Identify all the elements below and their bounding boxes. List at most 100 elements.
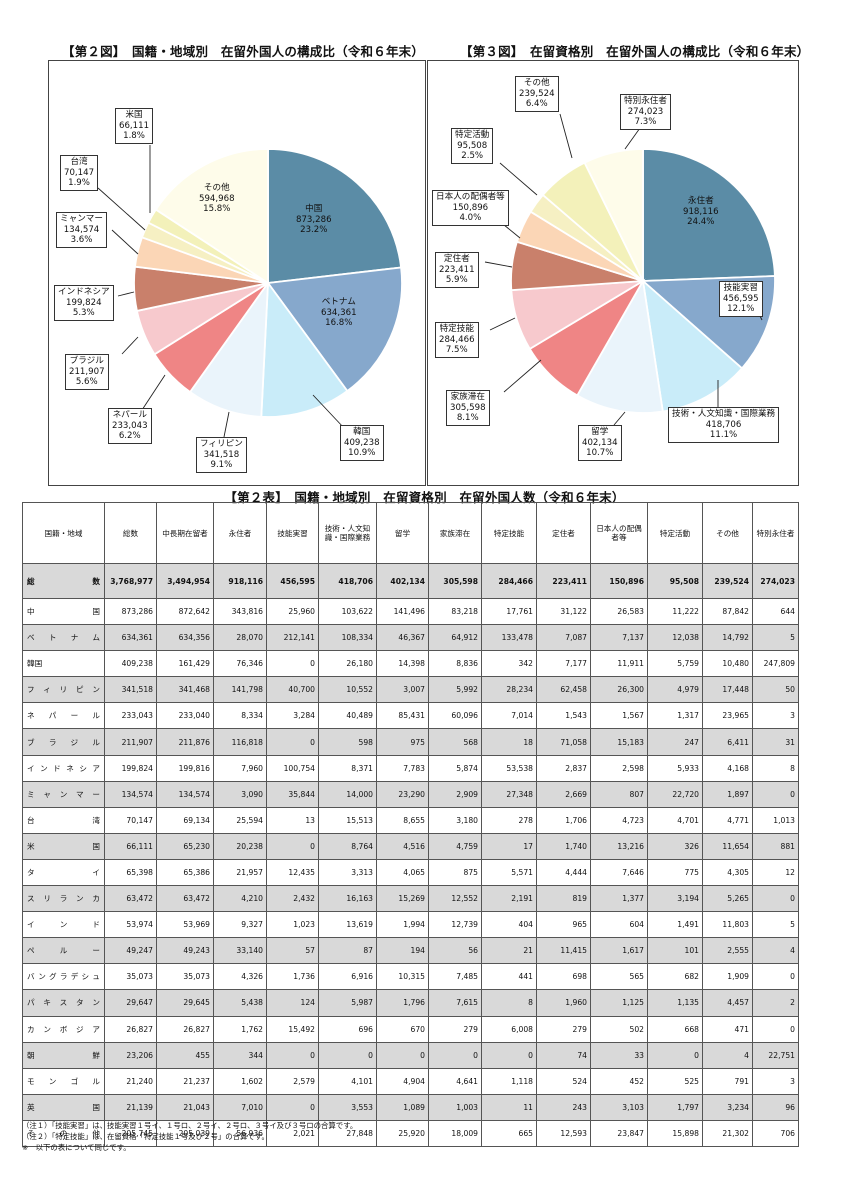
chart2-label-4-pct: 6.2% <box>118 431 141 442</box>
table-cell: 12,739 <box>428 911 482 939</box>
table-cell: 33,140 <box>213 937 267 965</box>
table-cell: 29,647 <box>104 989 157 1017</box>
table-cell: 40,700 <box>266 676 319 704</box>
chart3-label-2-value: 418,706 <box>705 419 742 430</box>
table-row: ミャンマー 134,574 134,574 3,090 35,844 14,000 23,2… <box>22 780 799 808</box>
table-cell: 53,974 <box>104 911 157 939</box>
table-cell: 150,896 <box>590 563 648 599</box>
table-row-name: ミャンマー <box>22 780 105 808</box>
table-row-name: インド <box>22 911 105 939</box>
table-row-name: ネパール <box>22 702 105 730</box>
table-cell: 11,654 <box>702 832 753 860</box>
table-cell: 1,909 <box>702 963 753 991</box>
chart3-label-1-value: 456,595 <box>723 293 759 304</box>
table-cell: 71,058 <box>536 728 591 756</box>
chart3-slice-3 <box>576 278 664 414</box>
chart2-label-2: 韓国 409,238 10.9% <box>340 425 384 461</box>
table-cell: 456,595 <box>266 563 319 599</box>
table-cell: 0 <box>376 1041 429 1069</box>
table-cell: 6,916 <box>318 963 377 991</box>
table-cell: 5,438 <box>213 989 267 1017</box>
table-cell: 7,137 <box>590 624 648 652</box>
table-cell: 28,234 <box>481 676 537 704</box>
table-cell: 21,240 <box>104 1067 157 1095</box>
table-cell: 133,478 <box>481 624 537 652</box>
table-cell: 4,516 <box>376 832 429 860</box>
table-cell: 21,139 <box>104 1093 157 1121</box>
table-cell: 644 <box>752 597 799 626</box>
table-cell: 0 <box>428 1041 482 1069</box>
table-cell: 791 <box>702 1067 753 1095</box>
table-cell: 161,429 <box>156 650 214 678</box>
table-cell: 49,247 <box>104 937 157 965</box>
table-cell: 65,398 <box>104 858 157 887</box>
table-cell: 22,720 <box>647 780 703 808</box>
table-cell: 63,472 <box>156 885 214 913</box>
table-cell: 698 <box>536 963 591 991</box>
chart2-label-3-value: 341,518 <box>203 449 240 460</box>
table-cell: 0 <box>266 1041 319 1069</box>
chart3-label-3-value: 402,134 <box>582 437 618 448</box>
table-cell: 1,125 <box>590 989 648 1017</box>
table-row: バングラデシュ 35,073 35,073 4,326 1,736 6,916 10,315… <box>22 963 799 991</box>
table-cell: 4,168 <box>702 754 753 782</box>
table-cell: 0 <box>647 1041 703 1069</box>
table-cell: 2,669 <box>536 780 591 808</box>
table-row-name: タ イ <box>22 858 105 887</box>
table-row: 中 国 873,286 872,642 343,816 25,960 103,622 141… <box>22 597 799 626</box>
table-cell: 8,655 <box>376 806 429 834</box>
chart3-label-7-value: 150,896 <box>452 202 489 213</box>
table-row-name: 台 湾 <box>22 806 105 834</box>
table-cell: 1,602 <box>213 1067 267 1095</box>
table-cell: 26,180 <box>318 650 377 678</box>
chart2-label-10-value: 594,968 <box>199 193 235 204</box>
table-cell: 70,147 <box>104 806 157 834</box>
table-cell: 568 <box>428 728 482 756</box>
chart3-label-10-label: 特別永住者 <box>624 96 667 106</box>
table-row: モンゴル 21,240 21,237 1,602 2,579 4,101 4,904 4,64… <box>22 1067 799 1095</box>
table-cell: 233,043 <box>104 702 157 730</box>
chart3-label-10: 特別永住者 274,023 7.3% <box>620 94 671 130</box>
chart3-label-4-value: 305,598 <box>450 402 486 413</box>
table-cell: 342 <box>481 650 537 678</box>
chart2-label-6-pct: 5.3% <box>72 308 95 319</box>
table-header-cell: 家族滞在 <box>428 502 482 564</box>
table-header-cell: 特定技能 <box>481 502 537 564</box>
table-cell: 4,771 <box>702 806 753 834</box>
chart2-label-0: 中国 873,286 23.2% <box>293 203 335 237</box>
table-cell: 8 <box>752 754 799 782</box>
table-header-cell: 定住者 <box>536 502 591 564</box>
table-header-cell: 日本人の配偶者等 <box>590 502 648 564</box>
chart2-label-0-value: 873,286 <box>296 214 332 225</box>
table-cell: 4,701 <box>647 806 703 834</box>
chart3-label-0-label: 永住者 <box>687 196 714 206</box>
chart2-label-0-label: 中国 <box>305 204 323 214</box>
table-cell: 141,798 <box>213 676 267 704</box>
table-cell: 2,191 <box>481 885 537 913</box>
chart3-leader-line-4 <box>503 359 542 393</box>
table-cell: 25,920 <box>376 1119 429 1147</box>
table-cell: 5 <box>752 911 799 939</box>
table-cell: 1,023 <box>266 911 319 939</box>
chart2-label-10: その他 594,968 15.8% <box>196 182 238 216</box>
table-cell: 682 <box>647 963 703 991</box>
chart2-label-4: ネパール 233,043 6.2% <box>108 408 152 444</box>
table-cell: 46,367 <box>376 624 429 652</box>
chart3-label-9: その他 239,524 6.4% <box>515 76 559 112</box>
table-cell: 3,494,954 <box>156 563 214 599</box>
chart3-label-3-label: 留学 <box>591 427 609 437</box>
table-cell: 65,230 <box>156 832 214 860</box>
table-cell: 2,598 <box>590 754 648 782</box>
table-cell: 1,317 <box>647 702 703 730</box>
table-cell: 14,000 <box>318 780 377 808</box>
table-cell: 15,898 <box>647 1119 703 1147</box>
table-cell: 4,759 <box>428 832 482 860</box>
table-header-cell: 総数 <box>104 502 157 564</box>
table-cell: 11,803 <box>702 911 753 939</box>
table-cell: 3,284 <box>266 702 319 730</box>
table-header-row: 国籍・地域 総数 中長期在留者 永住者 技能実習 技術・人文知識・国際業務 留学 家族滞在 特定… <box>22 502 799 564</box>
chart2-label-7-value: 134,574 <box>63 224 100 235</box>
chart3-leader-line-5 <box>489 317 516 331</box>
table-cell: 665 <box>481 1119 537 1147</box>
table-row: 台 湾 70,147 69,134 25,594 13 15,513 8,655 3,180 2… <box>22 806 799 834</box>
